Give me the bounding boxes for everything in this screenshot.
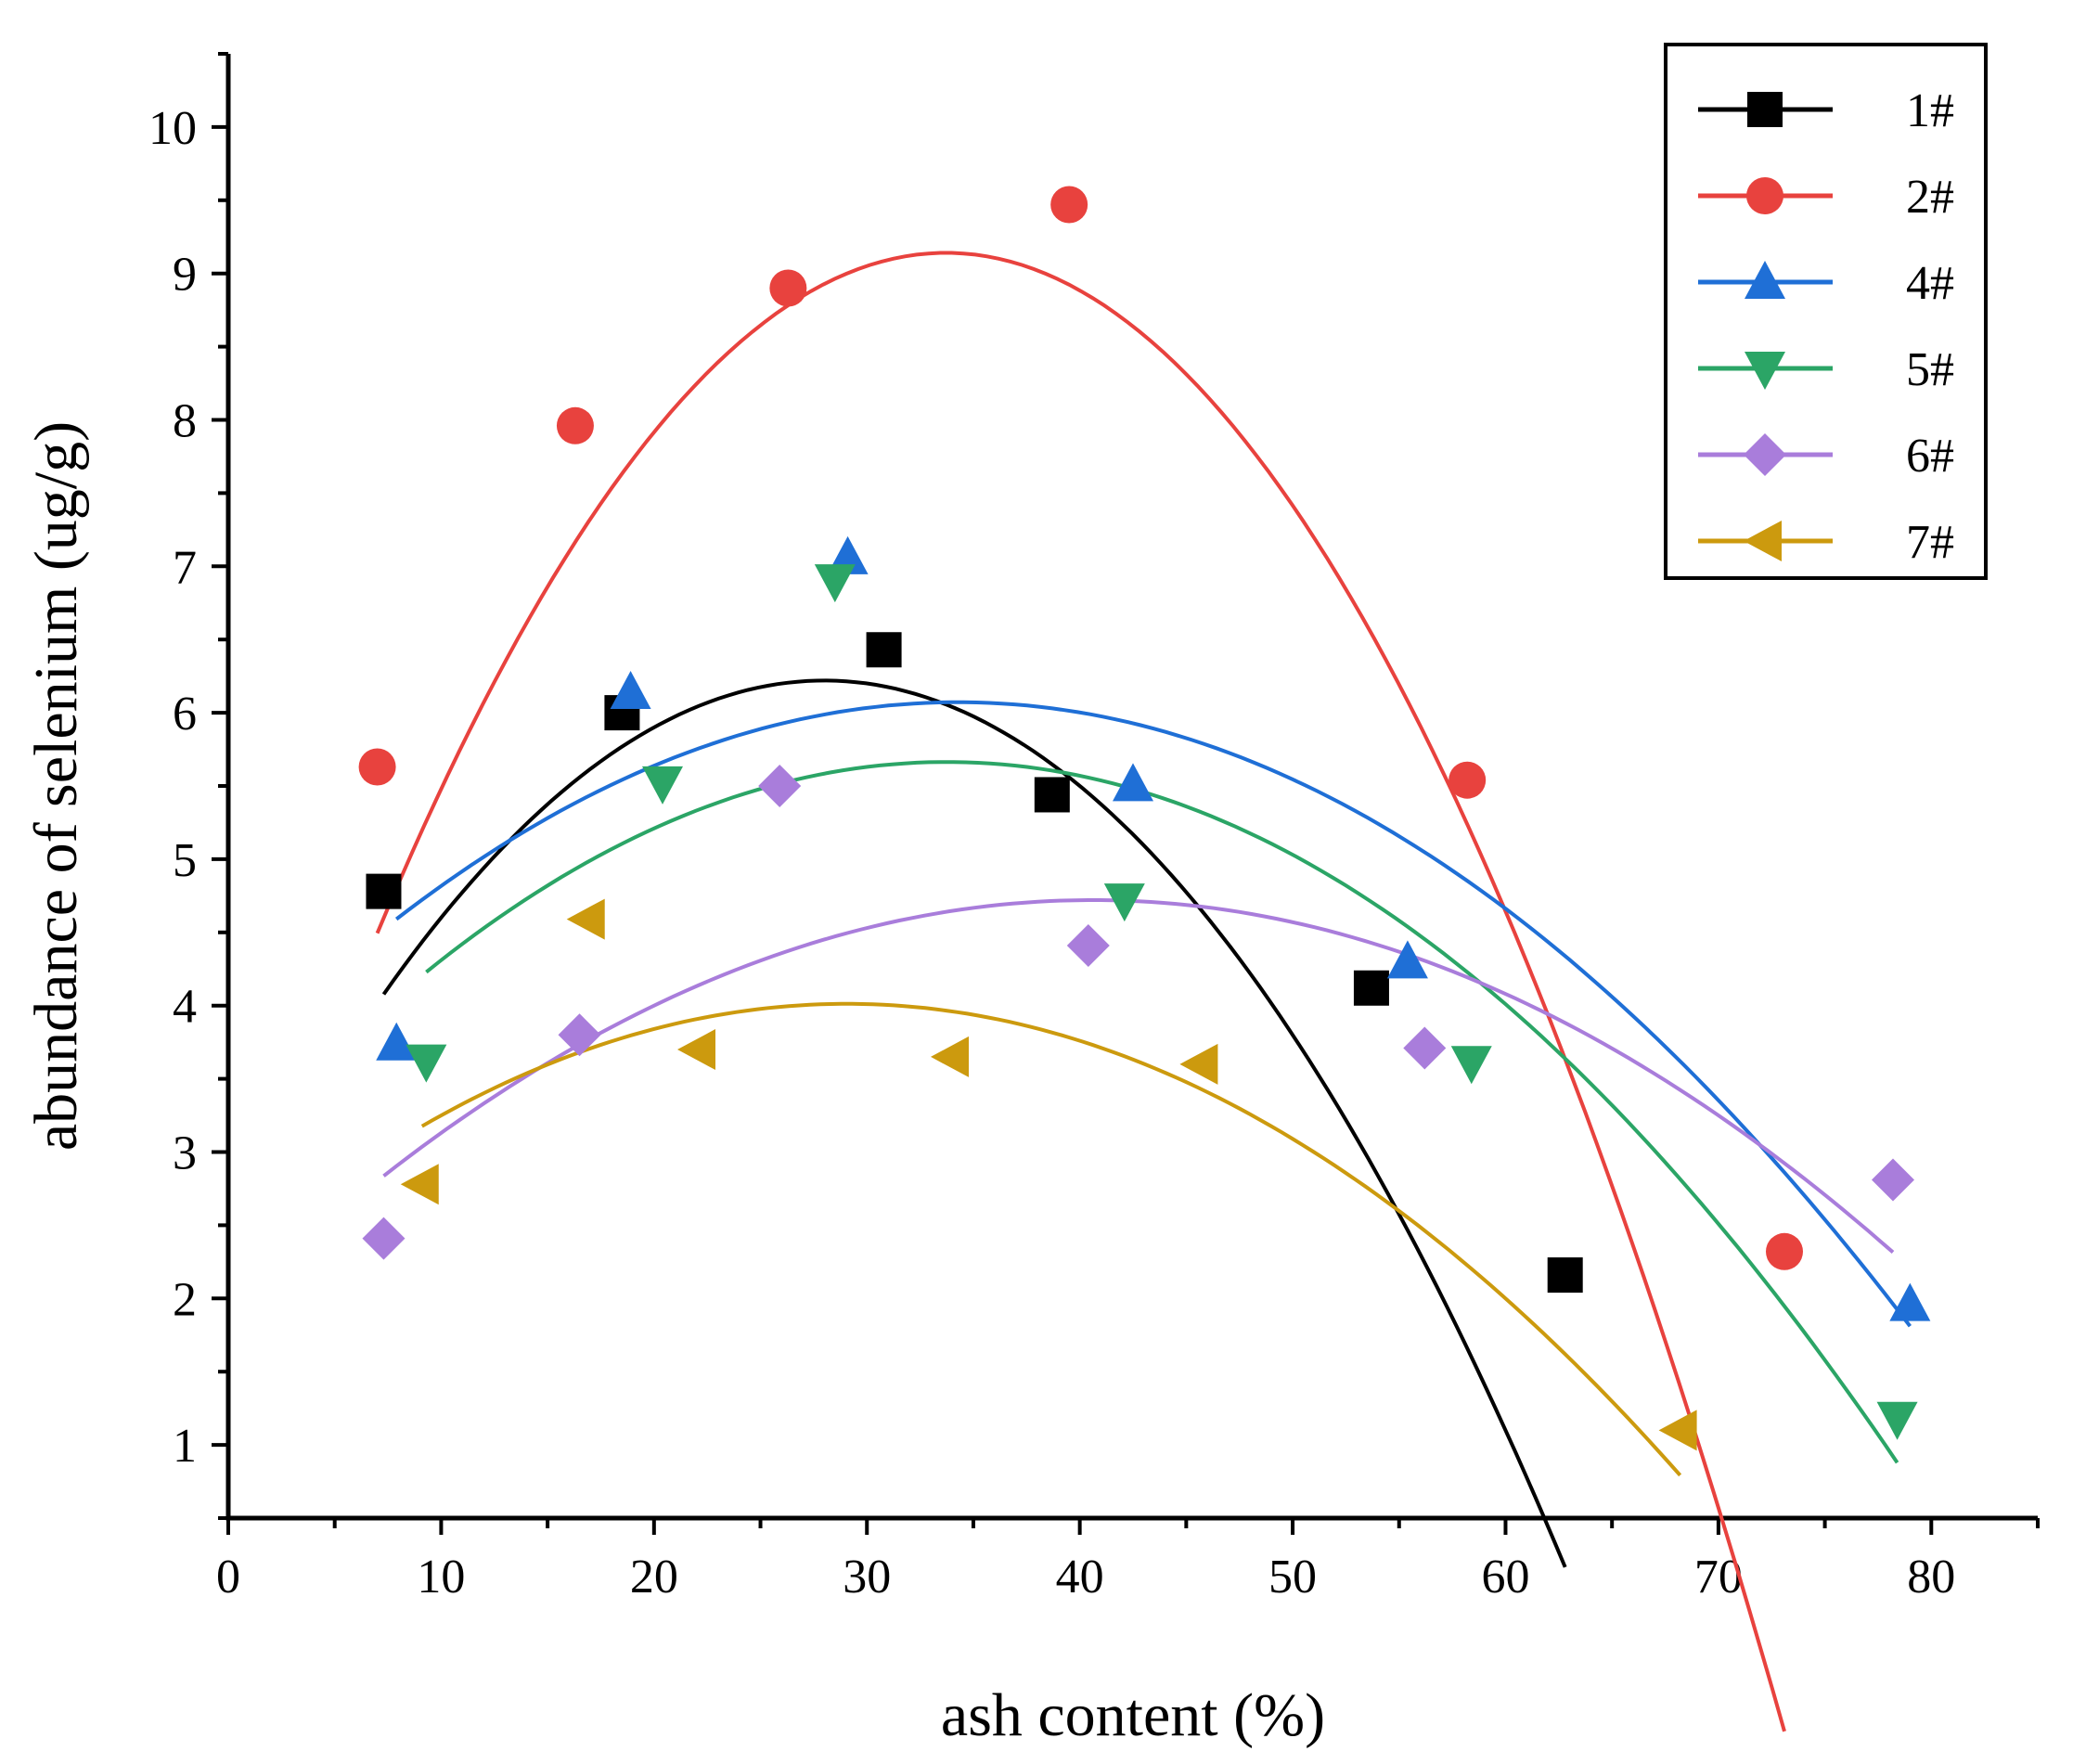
data-point — [358, 748, 396, 786]
y-tick-label: 9 — [173, 249, 197, 302]
data-point — [814, 564, 856, 603]
data-point — [1066, 924, 1110, 968]
data-point — [558, 1013, 601, 1057]
data-point — [1403, 1026, 1447, 1070]
data-point — [677, 1029, 715, 1071]
data-point — [866, 632, 902, 668]
data-point — [1450, 1046, 1492, 1085]
legend-marker — [1747, 92, 1783, 127]
legend-entry-label: 2# — [1906, 171, 1954, 224]
data-point — [1179, 1043, 1218, 1085]
legend-marker — [1745, 352, 1785, 390]
data-point — [642, 766, 683, 805]
fit-curve-4 — [425, 760, 1899, 1464]
data-point — [758, 765, 802, 807]
legend-marker — [1746, 177, 1783, 214]
data-point — [406, 1044, 447, 1083]
data-point — [769, 269, 807, 307]
data-point — [566, 898, 605, 940]
legend: 1# 2# 4# 5# 6# 7# — [1664, 43, 1988, 580]
y-tick-label: 7 — [173, 541, 197, 594]
y-tick-label: 1 — [173, 1420, 197, 1473]
fit-curve-2 — [375, 251, 1786, 1732]
data-point — [556, 406, 594, 444]
fit-curve-1 — [381, 678, 1567, 1568]
data-point — [1876, 1401, 1918, 1440]
legend-entry-label: 4# — [1906, 257, 1954, 310]
y-tick-label: 8 — [173, 395, 197, 448]
y-tick-label: 3 — [173, 1127, 197, 1180]
x-tick-label: 80 — [1907, 1551, 1955, 1603]
y-tick-label: 10 — [148, 102, 197, 155]
y-tick-label: 2 — [173, 1273, 197, 1326]
x-tick-label: 60 — [1481, 1551, 1529, 1603]
x-tick-label: 10 — [417, 1551, 465, 1603]
data-point — [1113, 763, 1153, 802]
legend-box — [1664, 43, 1988, 580]
data-point — [1766, 1232, 1803, 1270]
fit-curve-5 — [382, 898, 1895, 1255]
legend-entry-label: 5# — [1906, 343, 1954, 396]
x-axis-label: ash content (%) — [941, 1681, 1325, 1749]
data-point — [400, 1164, 439, 1205]
data-point — [376, 1022, 418, 1061]
data-point — [362, 1217, 406, 1260]
legend-marker — [1744, 433, 1786, 476]
x-tick-label: 40 — [1056, 1551, 1104, 1603]
x-tick-label: 50 — [1268, 1551, 1317, 1603]
x-tick-label: 20 — [630, 1551, 678, 1603]
y-tick-label: 6 — [173, 688, 197, 740]
legend-entry-label: 7# — [1906, 516, 1954, 569]
data-points — [358, 186, 1931, 1451]
legend-marker — [1745, 261, 1785, 299]
legend-entry-label: 1# — [1906, 84, 1954, 137]
y-tick-label: 4 — [173, 981, 197, 1034]
legend-entry-label: 6# — [1906, 430, 1954, 483]
legend-marker — [1744, 521, 1782, 561]
data-point — [1889, 1282, 1931, 1321]
y-axis-label: abundance of selenium (ug/g) — [22, 421, 90, 1151]
data-point — [1872, 1158, 1914, 1202]
data-point — [1658, 1410, 1697, 1451]
data-point — [931, 1036, 969, 1077]
data-point — [610, 671, 651, 710]
x-tick-label: 0 — [216, 1551, 240, 1603]
data-point — [1050, 186, 1088, 224]
data-point — [366, 873, 402, 909]
data-point — [1353, 970, 1389, 1006]
fit-curve-6 — [420, 1001, 1682, 1477]
data-point — [1547, 1257, 1583, 1294]
data-point — [1386, 940, 1428, 979]
x-tick-label: 30 — [843, 1551, 891, 1603]
y-tick-label: 5 — [173, 834, 197, 887]
data-point — [1103, 883, 1145, 922]
data-point — [1449, 761, 1487, 799]
data-point — [1034, 777, 1070, 813]
